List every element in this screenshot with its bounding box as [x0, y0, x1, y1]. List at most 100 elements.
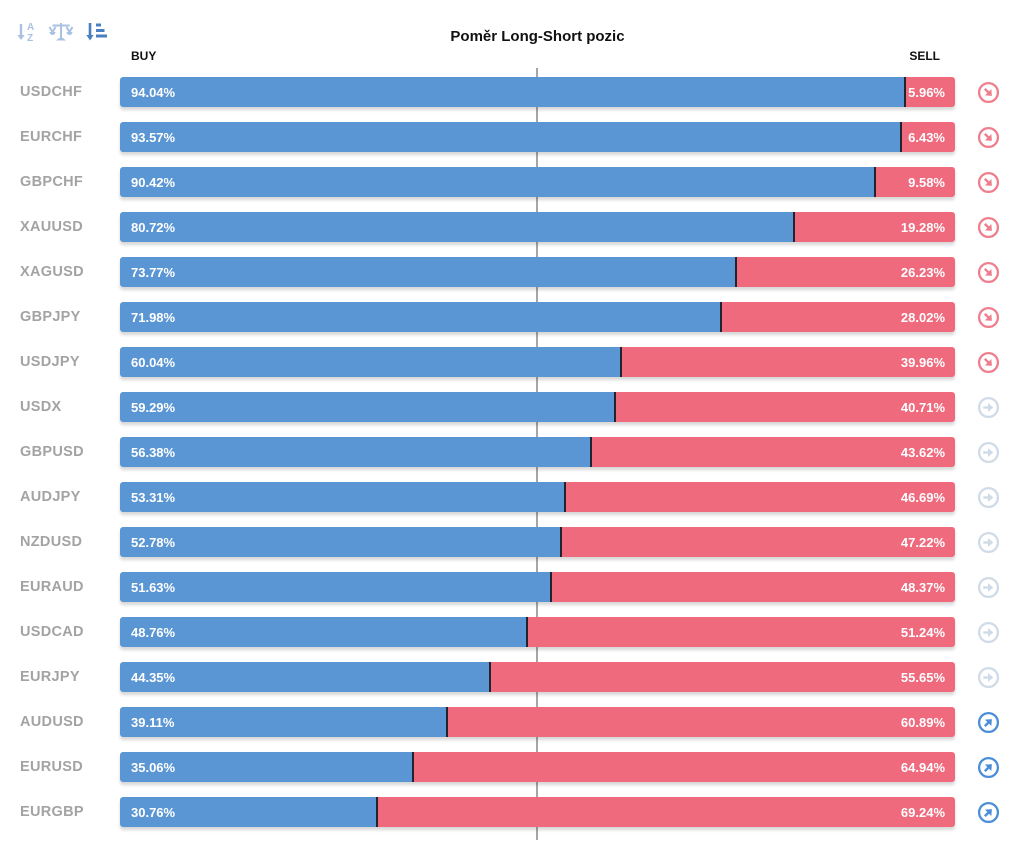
sort-amount-icon[interactable] [82, 18, 110, 46]
trend-arrow-right-icon[interactable] [977, 621, 1000, 644]
table-row: EURAUD 51.63% 48.37% [0, 572, 1025, 602]
pair-label: USDCAD [20, 624, 84, 640]
long-short-bar: 73.77% 26.23% [120, 257, 955, 287]
pair-label: GBPJPY [20, 309, 81, 325]
table-row: AUDUSD 39.11% 60.89% [0, 707, 1025, 737]
pair-label: USDJPY [20, 354, 80, 370]
table-row: EURJPY 44.35% 55.65% [0, 662, 1025, 692]
sell-percent-label: 69.24% [900, 804, 945, 820]
sell-bar-segment: 5.96% [906, 77, 955, 107]
trend-arrow-down-right-icon[interactable] [977, 216, 1000, 239]
sell-bar-segment: 51.24% [528, 617, 955, 647]
buy-column-header: BUY [131, 49, 157, 63]
sell-bar-segment: 55.65% [491, 662, 955, 692]
buy-bar-segment: 44.35% [120, 662, 490, 692]
buy-percent-label: 51.63% [131, 579, 176, 595]
bar-divider [564, 482, 567, 512]
pair-label: EURCHF [20, 129, 83, 145]
long-short-bar: 30.76% 69.24% [120, 797, 955, 827]
sell-column-header: SELL [909, 49, 940, 63]
svg-text:A: A [27, 22, 34, 33]
balance-scale-icon[interactable] [47, 18, 75, 46]
bar-divider [489, 662, 492, 692]
trend-arrow-right-icon[interactable] [977, 396, 1000, 419]
bar-divider [904, 77, 907, 107]
buy-bar-segment: 93.57% [120, 122, 901, 152]
sell-bar-segment: 47.22% [561, 527, 955, 557]
buy-bar-segment: 39.11% [120, 707, 446, 737]
trend-arrow-down-right-icon[interactable] [977, 261, 1000, 284]
table-row: EURCHF 93.57% 6.43% [0, 122, 1025, 152]
sell-percent-label: 5.96% [908, 84, 945, 100]
sell-bar-segment: 9.58% [876, 167, 955, 197]
page-title: Poměr Long-Short pozic [450, 28, 625, 45]
trend-arrow-up-right-icon[interactable] [977, 756, 1000, 779]
long-short-bar: 35.06% 64.94% [120, 752, 955, 782]
svg-text:Z: Z [27, 33, 33, 44]
trend-arrow-right-icon[interactable] [977, 531, 1000, 554]
table-row: GBPCHF 90.42% 9.58% [0, 167, 1025, 197]
buy-percent-label: 56.38% [131, 444, 176, 460]
sell-bar-segment: 39.96% [622, 347, 955, 377]
long-short-bar: 94.04% 5.96% [120, 77, 955, 107]
buy-bar-segment: 30.76% [120, 797, 376, 827]
bar-divider [550, 572, 553, 602]
buy-percent-label: 39.11% [131, 714, 175, 730]
bar-divider [720, 302, 723, 332]
buy-percent-label: 53.31% [131, 489, 176, 505]
pair-label: AUDJPY [20, 489, 81, 505]
pair-label: XAGUSD [20, 264, 84, 280]
sell-percent-label: 64.94% [900, 759, 945, 775]
table-row: NZDUSD 52.78% 47.22% [0, 527, 1025, 557]
trend-arrow-down-right-icon[interactable] [977, 126, 1000, 149]
sell-percent-label: 19.28% [900, 219, 945, 235]
long-short-bar: 39.11% 60.89% [120, 707, 955, 737]
pair-label: USDX [20, 399, 62, 415]
pair-label: USDCHF [20, 84, 83, 100]
trend-arrow-right-icon[interactable] [977, 576, 1000, 599]
sort-toolbar: A Z [12, 18, 110, 46]
long-short-bar: 44.35% 55.65% [120, 662, 955, 692]
trend-arrow-right-icon[interactable] [977, 666, 1000, 689]
long-short-bar: 60.04% 39.96% [120, 347, 955, 377]
trend-arrow-right-icon[interactable] [977, 441, 1000, 464]
bar-divider [874, 167, 876, 197]
table-row: GBPUSD 56.38% 43.62% [0, 437, 1025, 467]
sell-percent-label: 47.22% [900, 534, 945, 550]
sell-bar-segment: 40.71% [616, 392, 955, 422]
sell-bar-segment: 43.62% [591, 437, 955, 467]
sell-percent-label: 51.24% [900, 624, 945, 640]
trend-arrow-down-right-icon[interactable] [977, 81, 1000, 104]
sell-bar-segment: 19.28% [795, 212, 955, 242]
sell-percent-label: 55.65% [900, 669, 945, 685]
trend-arrow-right-icon[interactable] [977, 486, 1000, 509]
buy-percent-label: 52.78% [131, 534, 176, 550]
table-row: AUDJPY 53.31% 46.69% [0, 482, 1025, 512]
buy-bar-segment: 51.63% [120, 572, 551, 602]
sell-bar-segment: 26.23% [736, 257, 955, 287]
sell-percent-label: 46.69% [900, 489, 945, 505]
buy-percent-label: 73.77% [131, 264, 176, 280]
buy-bar-segment: 80.72% [120, 212, 793, 242]
bar-divider [559, 527, 562, 557]
trend-arrow-down-right-icon[interactable] [977, 306, 1000, 329]
pair-label: GBPCHF [20, 174, 84, 190]
sell-percent-label: 39.96% [900, 354, 945, 370]
buy-percent-label: 71.98% [131, 309, 176, 325]
sell-percent-label: 40.71% [900, 399, 945, 415]
sell-bar-segment: 6.43% [902, 122, 955, 152]
table-row: XAUUSD 80.72% 19.28% [0, 212, 1025, 242]
trend-arrow-up-right-icon[interactable] [977, 801, 1000, 824]
sort-alphabetical-icon[interactable]: A Z [12, 18, 40, 46]
pair-label: EURUSD [20, 759, 84, 775]
trend-arrow-up-right-icon[interactable] [977, 711, 1000, 734]
buy-percent-label: 93.57% [131, 129, 176, 145]
bar-divider [620, 347, 623, 377]
trend-arrow-down-right-icon[interactable] [977, 351, 1000, 374]
table-row: XAGUSD 73.77% 26.23% [0, 257, 1025, 287]
long-short-bar: 59.29% 40.71% [120, 392, 955, 422]
buy-bar-segment: 94.04% [120, 77, 905, 107]
buy-bar-segment: 59.29% [120, 392, 615, 422]
trend-arrow-down-right-icon[interactable] [977, 171, 1000, 194]
buy-percent-label: 90.42% [131, 174, 176, 190]
